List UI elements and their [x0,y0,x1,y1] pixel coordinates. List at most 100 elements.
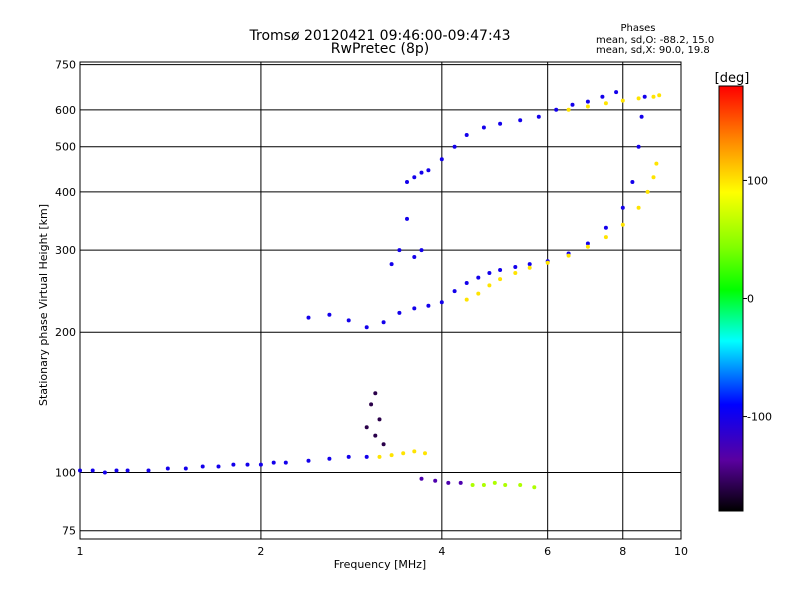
data-point [412,175,417,180]
data-point [620,98,625,103]
data-point [554,107,559,112]
data-point [585,104,590,109]
data-point [458,480,463,485]
data-point [536,114,541,119]
x-tick-label: 6 [544,545,551,558]
data-point [566,107,571,112]
data-point [271,460,276,465]
data-point [405,180,409,184]
data-point [216,464,221,469]
data-point [642,94,647,99]
data-point [464,133,469,137]
data-point [426,303,431,308]
data-point [452,144,457,149]
data-point [452,289,457,294]
data-point [481,483,486,487]
data-point [620,205,625,210]
data-point [364,425,369,430]
data-point [377,417,382,422]
y-tick-label: 750 [55,59,76,72]
data-point [545,260,550,265]
data-point [114,468,119,473]
data-point [412,449,417,454]
data-point [389,262,394,267]
data-point [200,464,205,469]
data-point [651,175,656,180]
data-point [476,291,481,296]
data-point [419,170,424,175]
y-tick-label: 400 [55,186,76,199]
y-tick-label: 75 [62,525,76,538]
data-point [585,244,590,249]
y-tick-label: 600 [55,104,76,117]
data-point [503,483,508,487]
data-point [645,189,650,194]
grid [80,62,681,539]
data-point [439,157,444,162]
x-tick-label: 10 [674,545,688,558]
data-point [498,277,503,282]
chart-title-line1: Tromsø 20120421 09:46:00-09:47:43 [249,28,511,44]
y-tick-label: 200 [55,326,76,339]
data-point [412,306,417,311]
data-point [498,121,503,126]
colorbar [718,85,744,512]
data-point [381,320,386,325]
colorbar-ticks: -100 0 100 [743,174,772,424]
x-tick-label: 8 [619,545,626,558]
y-tick-label: 300 [55,244,76,257]
data-point [481,125,486,130]
colorbar-tick-label: -100 [747,411,772,424]
data-point [412,255,417,259]
data-point [630,180,635,184]
data-point [585,241,590,246]
data-point [603,101,608,106]
data-point [397,248,402,253]
data-point [401,451,406,456]
data-point [364,325,369,330]
x-axis-label: Frequency [MHz] [334,558,426,571]
data-point [327,456,332,461]
data-point [527,265,532,270]
data-point [433,478,438,483]
data-point [498,268,503,272]
data-point [125,468,130,473]
x-tick-label: 4 [438,545,445,558]
data-point [603,235,608,240]
data-point [446,480,451,485]
data-point [566,253,571,258]
data-point [90,468,95,473]
data-point [346,454,351,459]
data-point [306,458,311,463]
colorbar-label: [deg] [715,71,750,86]
data-point [258,462,263,467]
phases-line-x: mean, sd,X: 90.0, 19.8 [596,45,710,56]
data-point [636,205,641,210]
data-point [513,271,518,275]
data-point [245,462,250,467]
data-point [283,460,288,465]
data-point [620,222,625,227]
data-point [426,168,431,173]
data-point [439,300,444,305]
data-point [600,94,605,99]
data-point [527,262,532,267]
data-point [654,161,659,166]
data-point [513,265,518,269]
data-point [518,483,523,487]
data-point [381,442,386,447]
data-point [419,248,424,253]
data-point [183,466,188,471]
data-point [377,454,382,459]
data-point [373,433,378,438]
data-point [102,470,107,475]
axis-ticks: 1 2 4 6 8 10 75 100 200 300 400 500 600 750 [55,59,688,558]
data-point [464,297,469,302]
data-point [636,144,641,149]
data-point [397,310,402,315]
colorbar-tick-label: 0 [747,293,754,306]
data-point [657,93,662,98]
colorbar-tick-label: 100 [747,174,768,187]
data-point [78,468,82,473]
